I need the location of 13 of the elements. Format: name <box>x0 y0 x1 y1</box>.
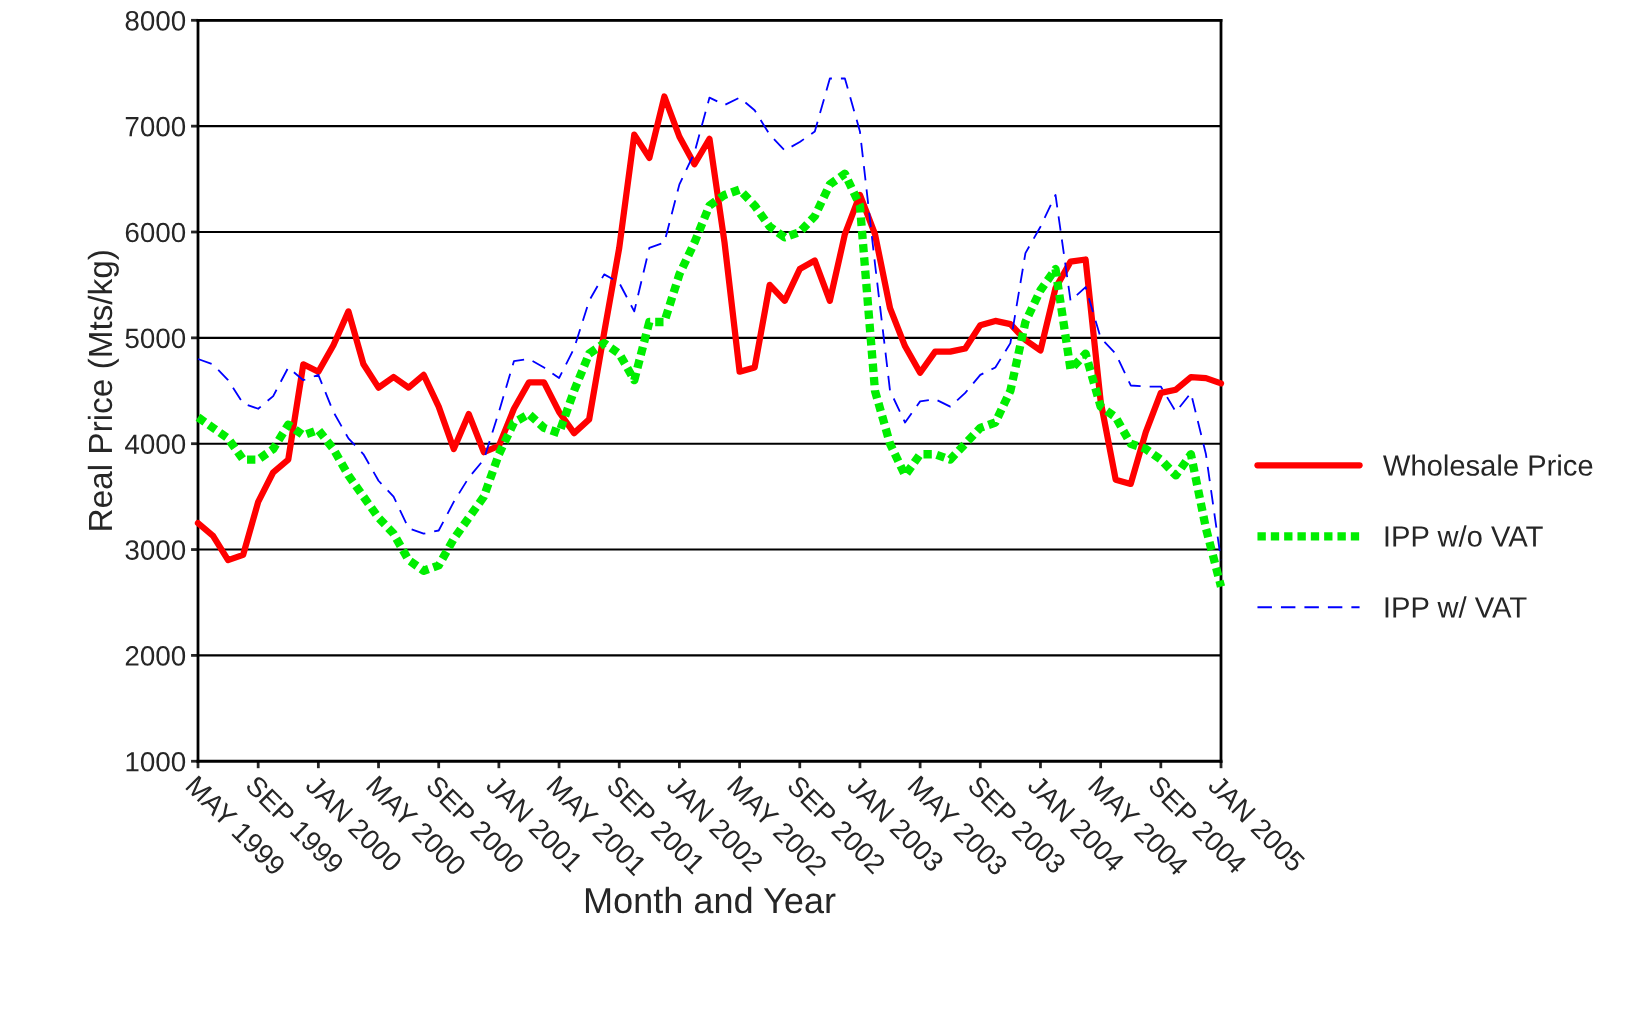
x-axis-title: Month and Year <box>585 886 836 914</box>
y-tick-label: 1000 <box>126 751 186 772</box>
y-tick-label: 3000 <box>125 540 186 560</box>
y-tick-label: 2000 <box>125 646 186 666</box>
legend-label: Wholesale Price <box>1383 454 1593 476</box>
y-tick-label: 6000 <box>125 222 186 243</box>
y-tick-label: 8000 <box>125 10 186 31</box>
y-axis-title: Real Price (Mts/kg) <box>87 251 119 530</box>
y-tick-label: 4000 <box>125 434 186 455</box>
y-tick-label: 7000 <box>125 116 186 137</box>
y-tick-label: 5000 <box>125 328 186 349</box>
legend-label: IPP w/ VAT <box>1385 596 1527 618</box>
legend-label: IPP w/o VAT <box>1385 525 1543 547</box>
